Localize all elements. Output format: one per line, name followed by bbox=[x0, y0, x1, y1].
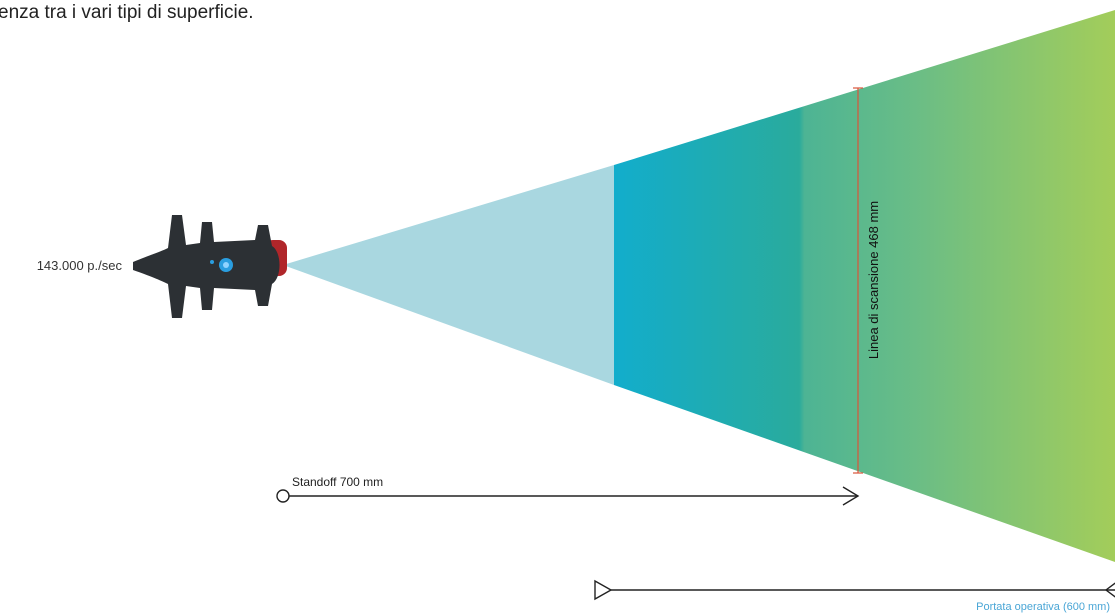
scanner-rate: 143.000 p./sec bbox=[37, 258, 123, 273]
range-arrow bbox=[594, 579, 1115, 601]
standoff-arrow bbox=[276, 486, 860, 506]
range-label: Portata operativa (600 mm) bbox=[976, 601, 1110, 613]
scan-line bbox=[853, 87, 863, 474]
scanner bbox=[133, 215, 287, 318]
intro-text: enza tra i vari tipi di superficie. bbox=[0, 2, 254, 23]
scan-line-label: Linea di scansione 468 mm bbox=[866, 201, 881, 359]
near-beam bbox=[283, 165, 614, 385]
working-beam bbox=[614, 10, 1115, 562]
standoff-label: Standoff 700 mm bbox=[292, 475, 383, 489]
